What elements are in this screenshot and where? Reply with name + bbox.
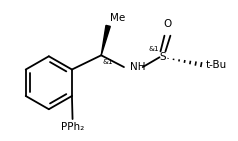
Text: S: S xyxy=(159,52,166,62)
Text: t-Bu: t-Bu xyxy=(206,60,227,70)
Text: PPh₂: PPh₂ xyxy=(61,122,84,132)
Text: O: O xyxy=(163,19,172,29)
Text: &1: &1 xyxy=(102,59,113,65)
Text: Me: Me xyxy=(110,13,125,23)
Text: NH: NH xyxy=(130,62,145,72)
Polygon shape xyxy=(101,25,110,55)
Text: &1: &1 xyxy=(149,46,159,52)
